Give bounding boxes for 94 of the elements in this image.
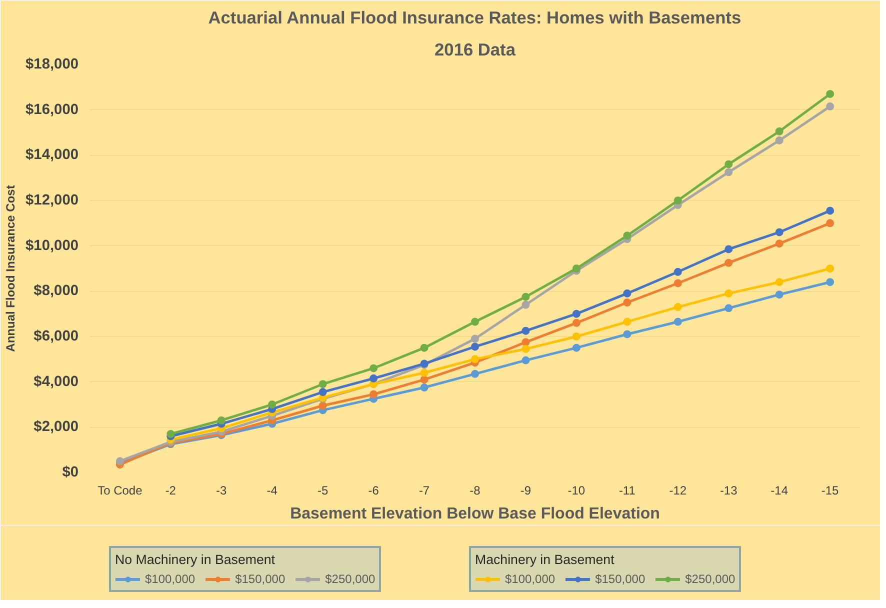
point: [775, 136, 784, 144]
point: [522, 356, 530, 364]
point: [724, 304, 733, 312]
x-tick-label: -2: [165, 484, 176, 498]
point: [318, 388, 327, 396]
point: [370, 364, 378, 372]
point: [522, 300, 530, 309]
x-tick-label: -3: [216, 484, 228, 498]
x-tick-label: -8: [470, 484, 481, 498]
legend-label: $150,000: [595, 572, 646, 586]
x-tick-label: -10: [568, 484, 586, 498]
x-tick-label: -13: [720, 484, 738, 498]
y-tick-label: $8,000: [34, 283, 78, 300]
x-tick-label: -5: [317, 484, 328, 498]
point: [826, 206, 834, 215]
point: [522, 292, 530, 301]
point: [775, 228, 784, 236]
y-axis-title: Annual Flood Insurance Cost: [4, 185, 18, 352]
point: [522, 326, 530, 335]
y-tick-label: $16,000: [26, 102, 79, 118]
point: [623, 318, 632, 326]
x-tick-label: -6: [368, 484, 380, 498]
legend-label: $100,000: [145, 572, 196, 586]
point: [318, 380, 327, 388]
y-tick-label: $18,000: [26, 56, 79, 72]
x-tick-label: -4: [266, 484, 278, 498]
point: [674, 279, 682, 288]
point: [572, 310, 580, 318]
x-tick-label: -12: [669, 484, 687, 498]
y-tick-label: $6,000: [34, 328, 78, 344]
legend-label: $100,000: [505, 572, 556, 586]
point: [318, 402, 327, 410]
point: [674, 268, 682, 276]
text: Machinery in Basement: [475, 552, 614, 567]
point: [420, 368, 428, 377]
point: [268, 400, 276, 408]
point: [572, 332, 580, 340]
x-tick-label: -11: [618, 484, 636, 498]
x-tick-label: -15: [821, 484, 840, 498]
point: [826, 264, 834, 272]
point: [420, 384, 428, 392]
point: [775, 240, 784, 248]
y-tick-label: $10,000: [26, 238, 79, 254]
chart-title: Actuarial Annual Flood Insurance Rates: Homes with Basements: [208, 8, 742, 28]
point: [674, 303, 682, 312]
y-tick-label: $0: [62, 464, 79, 480]
point: [471, 370, 479, 378]
point: [623, 289, 632, 298]
point: [420, 344, 428, 352]
point: [471, 334, 479, 343]
point: [724, 160, 733, 168]
point: [623, 298, 632, 306]
point: [522, 338, 530, 346]
point: [217, 416, 226, 424]
y-tick-label: $4,000: [34, 374, 78, 390]
point: [471, 318, 479, 326]
text: No Machinery in Basement: [115, 552, 276, 567]
point: [623, 232, 632, 240]
point: [572, 344, 580, 352]
point: [420, 376, 428, 384]
point: [674, 318, 682, 326]
x-tick-label: To Code: [98, 484, 143, 498]
point: [826, 90, 834, 98]
point: [572, 264, 580, 272]
point: [522, 344, 530, 353]
legend-label: $250,000: [325, 572, 376, 586]
point: [724, 168, 733, 176]
y-tick-label: $2,000: [34, 419, 78, 436]
legend-label: $150,000: [235, 572, 286, 586]
point: [166, 430, 175, 438]
point: [724, 289, 733, 298]
point: [775, 278, 784, 286]
point: [623, 330, 632, 338]
point: [572, 318, 580, 327]
point: [471, 342, 479, 351]
point: [370, 374, 378, 382]
point: [826, 102, 834, 110]
point: [826, 219, 834, 228]
x-axis-title: Basement Elevation Below Base Flood Elevation: [290, 506, 660, 522]
chart-subtitle: 2016 Data: [434, 40, 516, 60]
point: [724, 258, 733, 267]
point: [775, 127, 784, 136]
point: [370, 390, 378, 398]
x-tick-label: -7: [418, 484, 430, 498]
point: [826, 278, 834, 286]
point: [724, 245, 733, 254]
point: [674, 196, 682, 204]
y-tick-label: $14,000: [26, 147, 79, 164]
legend-label: $250,000: [685, 572, 736, 586]
x-tick-label: -14: [770, 484, 788, 498]
point: [471, 355, 479, 364]
x-tick-label: -9: [520, 484, 532, 498]
point: [775, 290, 784, 299]
y-tick-label: $12,000: [26, 192, 79, 208]
